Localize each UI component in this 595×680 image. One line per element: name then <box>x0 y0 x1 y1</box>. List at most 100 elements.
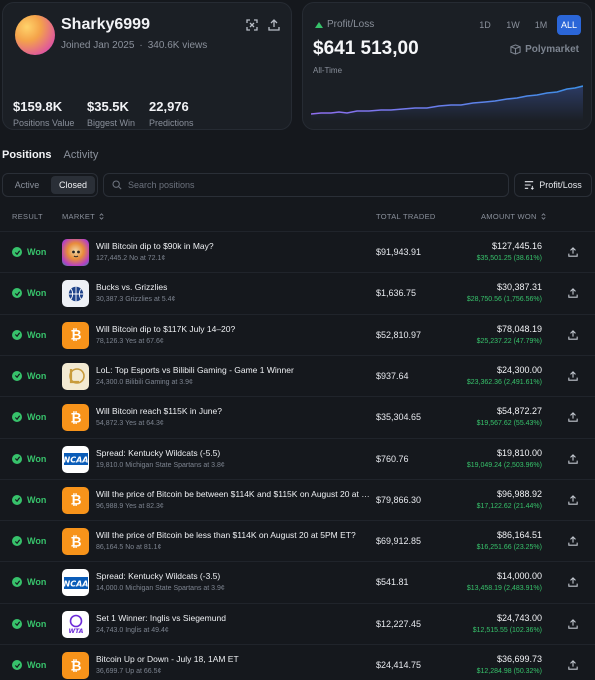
header-amount-won[interactable]: AMOUNT WON <box>481 212 547 221</box>
table-row[interactable]: Won NCAA Spread: Kentucky Wildcats (-5.5) 1… <box>0 437 595 479</box>
table-row[interactable]: Won ₿ Will the price of Bitcoin be less th… <box>0 520 595 561</box>
ncaa-logo-icon: NCAA <box>62 569 89 597</box>
meta-separator: · <box>139 40 143 51</box>
wta-logo-icon: WTA <box>62 610 89 638</box>
period-1w[interactable]: 1W <box>506 20 520 30</box>
amount-won: $78,048.19 <box>496 323 542 334</box>
check-circle-icon <box>12 288 22 299</box>
market-title[interactable]: Set 1 Winner: Inglis vs Siegemund <box>96 612 226 623</box>
view-count: 340.6K views <box>147 40 208 51</box>
share-icon[interactable] <box>566 328 580 342</box>
market-position: 24,743.0 Inglis at 49.4¢ <box>96 626 169 634</box>
profit-percent: $13,458.19 (2,483.91%) <box>466 585 542 593</box>
period-all[interactable]: ALL <box>557 15 581 35</box>
market-title[interactable]: Will Bitcoin reach $115K in June? <box>96 406 222 417</box>
bitcoin-icon: ₿ <box>62 404 89 432</box>
header-result[interactable]: RESULT <box>12 212 43 221</box>
table-header: RESULT MARKET TOTAL TRADED AMOUNT WON <box>0 210 595 224</box>
search-icon <box>112 180 122 190</box>
pnl-card: Profit/Loss 1D 1W 1M ALL $641 513,00 All… <box>302 2 592 130</box>
share-icon[interactable] <box>266 17 282 33</box>
share-icon[interactable] <box>566 369 580 383</box>
market-title[interactable]: Will Bitcoin dip to $117K July 14–20? <box>96 323 236 334</box>
amount-won: $24,300.00 <box>496 364 542 375</box>
tab-activity[interactable]: Activity <box>63 149 99 161</box>
amount-won: $86,164.51 <box>496 530 542 541</box>
total-traded: $937.64 <box>376 370 409 381</box>
market-title[interactable]: Will the price of Bitcoin be less than $… <box>96 530 356 541</box>
sort-button[interactable]: Profit/Loss <box>514 173 592 197</box>
expand-icon[interactable] <box>244 17 260 33</box>
period-1d[interactable]: 1D <box>479 20 491 30</box>
tab-positions[interactable]: Positions <box>2 149 52 161</box>
market-title[interactable]: Bitcoin Up or Down - July 18, 1AM ET <box>96 654 239 664</box>
svg-text:₿: ₿ <box>70 534 81 550</box>
market-title[interactable]: Will Bitcoin dip to $90k in May? <box>96 241 214 251</box>
check-circle-icon <box>12 370 22 381</box>
period-1m[interactable]: 1M <box>534 20 548 30</box>
share-icon[interactable] <box>566 245 580 259</box>
market-title[interactable]: Spread: Kentucky Wildcats (-3.5) <box>96 571 221 582</box>
check-circle-icon <box>12 247 22 257</box>
share-icon[interactable] <box>566 575 580 589</box>
total-traded: $541.81 <box>376 577 409 588</box>
bitcoin-icon: ₿ <box>62 321 89 349</box>
table-row[interactable]: Won Bucks vs. Grizzlies 30,387.3 Grizzlies… <box>0 272 595 313</box>
segment-active[interactable]: Active <box>14 180 40 190</box>
market-title[interactable]: Spread: Kentucky Wildcats (-5.5) <box>96 447 221 458</box>
cat-avatar-icon <box>62 239 89 266</box>
share-icon[interactable] <box>566 410 580 424</box>
share-icon[interactable] <box>566 534 580 548</box>
market-position: 30,387.3 Grizzlies at 5.4¢ <box>96 296 176 304</box>
table-row[interactable]: Won ₿ Will Bitcoin reach $115K in June? 54,… <box>0 396 595 437</box>
stat-predictions: 22,976 Predictions <box>149 99 194 128</box>
market-title[interactable]: Bucks vs. Grizzlies <box>96 282 168 293</box>
share-icon[interactable] <box>566 452 580 466</box>
table-row[interactable]: Won LoL: Top Esports vs Bilibili Gaming -… <box>0 354 595 396</box>
total-traded: $91,943.91 <box>376 247 422 257</box>
amount-won: $24,743.00 <box>496 612 542 623</box>
svg-text:NCAA: NCAA <box>64 456 88 465</box>
amount-won: $30,387.31 <box>496 282 542 293</box>
amount-won: $96,988.92 <box>496 488 542 499</box>
header-market-label: MARKET <box>62 212 96 221</box>
table-row[interactable]: Won ₿ Will the price of Bitcoin be between… <box>0 478 595 520</box>
market-title[interactable]: LoL: Top Esports vs Bilibili Gaming - Ga… <box>96 364 294 375</box>
pnl-chart-line <box>311 85 583 115</box>
market-title[interactable]: Will the price of Bitcoin be between $11… <box>96 488 374 499</box>
table-row[interactable]: Won WTA Set 1 Winner: Inglis vs Siegemund 2… <box>0 602 595 644</box>
pnl-title: Profit/Loss <box>315 19 374 30</box>
table-row[interactable]: Won NCAA Spread: Kentucky Wildcats (-3.5) 1… <box>0 561 595 602</box>
search-input[interactable] <box>128 180 488 190</box>
share-icon[interactable] <box>566 286 580 300</box>
market-position: 127,445.2 No at 72.1¢ <box>96 255 166 262</box>
avatar[interactable] <box>15 15 55 55</box>
check-circle-icon <box>12 453 22 464</box>
share-icon[interactable] <box>566 658 580 672</box>
share-icon[interactable] <box>566 617 580 631</box>
amount-won: $54,872.27 <box>496 406 542 417</box>
header-total-traded[interactable]: TOTAL TRADED <box>376 212 436 221</box>
polymarket-brand: Polymarket <box>510 44 579 55</box>
stat-biggest-win: $35.5K Biggest Win <box>87 99 135 128</box>
result-label: Won <box>27 453 47 464</box>
result-status: Won <box>12 660 46 670</box>
profit-percent: $25,237.22 (47.79%) <box>476 337 542 345</box>
header-market[interactable]: MARKET <box>62 212 105 221</box>
table-row[interactable]: Won ₿ Will Bitcoin dip to $117K July 14–20… <box>0 313 595 355</box>
sort-icon <box>525 181 535 190</box>
share-icon[interactable] <box>566 493 580 507</box>
amount-won: $127,445.16 <box>491 241 542 251</box>
market-position: 24,300.0 Bilibili Gaming at 3.9¢ <box>96 378 193 386</box>
stat-value: $35.5K <box>87 99 129 114</box>
profit-percent: $23,362.36 (2,491.61%) <box>466 378 542 386</box>
total-traded: $760.76 <box>376 453 409 464</box>
segment-closed[interactable]: Closed <box>51 176 95 194</box>
tab-bar: Positions Activity <box>2 149 98 161</box>
total-traded: $1,636.75 <box>376 288 417 299</box>
sort-arrows-icon <box>99 213 104 220</box>
stat-value: $159.8K <box>13 99 63 114</box>
table-row[interactable]: Won ₿ Bitcoin Up or Down - July 18, 1AM ET… <box>0 644 595 680</box>
table-row[interactable]: Won Will Bitcoin dip to $90k in May? 127,4… <box>0 231 595 272</box>
check-circle-icon <box>12 577 22 588</box>
